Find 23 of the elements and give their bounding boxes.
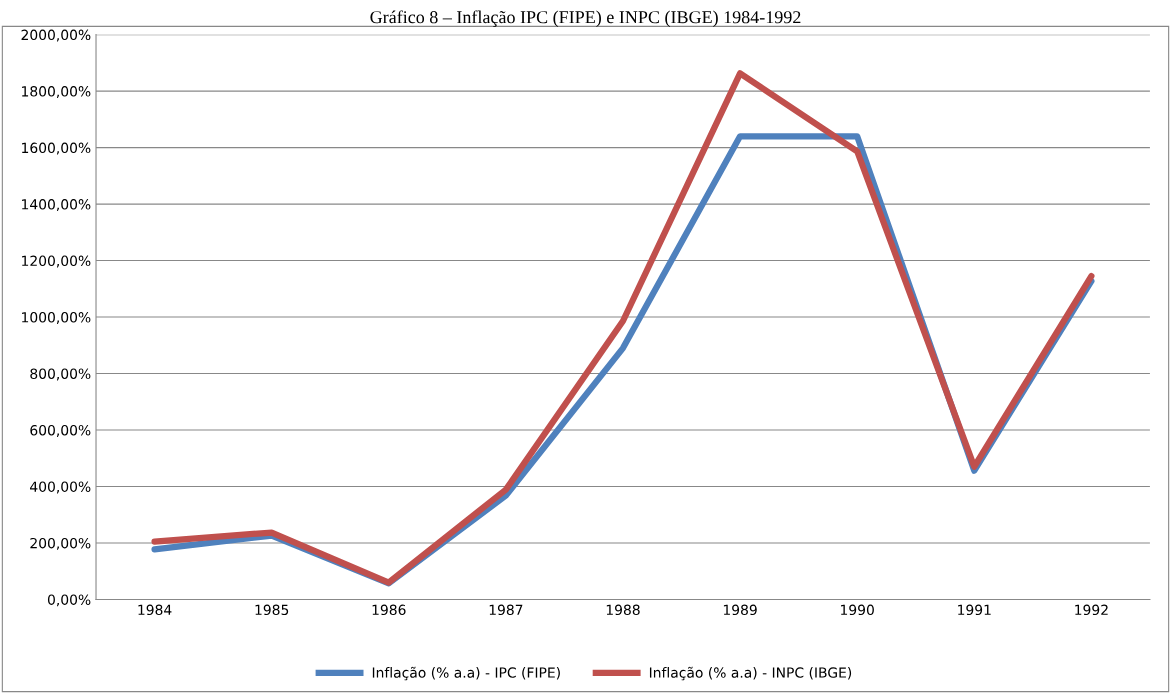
x-tick-label: 1992 xyxy=(1075,604,1108,616)
y-tick-label: 1400,00% xyxy=(22,199,91,211)
y-tick-label: 1800,00% xyxy=(22,86,91,99)
legend-label: Inflação (% a.a) - IPC (FIPE) xyxy=(372,666,560,681)
x-tick-label: 1988 xyxy=(606,604,640,616)
y-tick-label: 800,00% xyxy=(30,368,91,381)
x-tick-label: 1984 xyxy=(138,604,172,616)
y-tick-label: 1200,00% xyxy=(22,255,91,268)
y-tick-label: 1600,00% xyxy=(22,142,91,155)
y-tick-label: 1000,00% xyxy=(22,312,91,324)
x-tick-label: 1990 xyxy=(841,604,874,616)
x-tick-label: 1991 xyxy=(958,604,991,616)
chart-title: Gráfico 8 – Inflação IPC (FIPE) e INPC (IBGE) 1984-1992 xyxy=(370,10,801,27)
x-tick-label: 1985 xyxy=(255,604,289,616)
y-tick-label: 200,00% xyxy=(30,537,91,550)
x-tick-label: 1989 xyxy=(723,604,757,616)
x-tick-label: 1986 xyxy=(372,604,406,616)
y-tick-label: 400,00% xyxy=(30,481,91,494)
legend-label: Inflação (% a.a) - INPC (IBGE) xyxy=(649,666,852,681)
x-tick-label: 1987 xyxy=(489,604,523,616)
y-tick-label: 600,00% xyxy=(30,424,91,437)
y-tick-label: 0,00% xyxy=(47,594,91,607)
y-tick-label: 2000,00% xyxy=(21,29,91,42)
